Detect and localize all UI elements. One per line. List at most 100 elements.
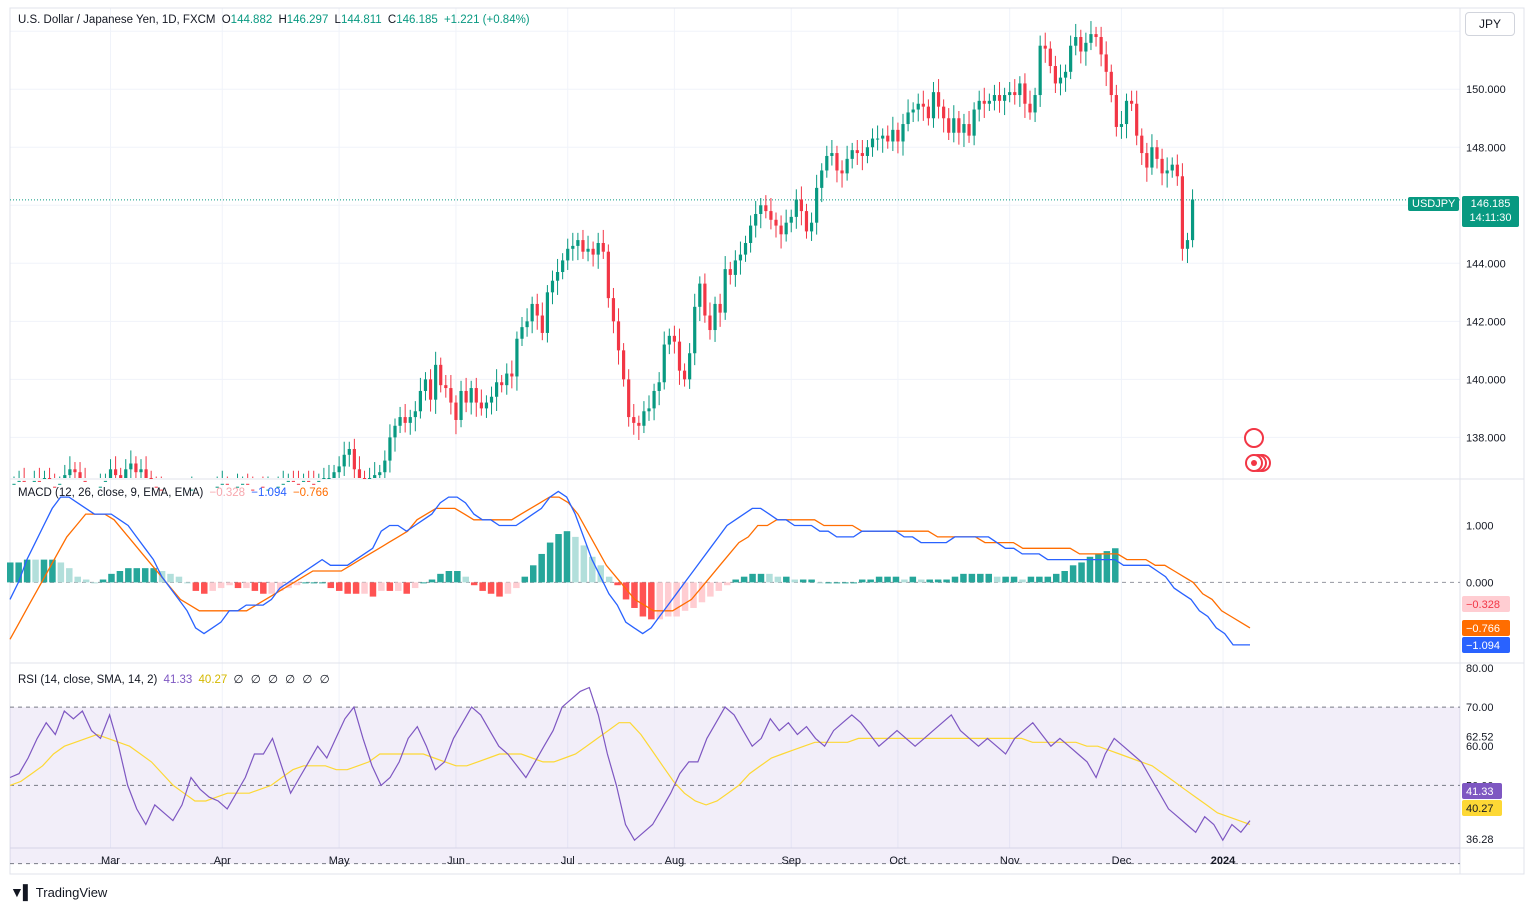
macd-hist-bar [1061, 571, 1068, 583]
candle-body [815, 187, 819, 223]
candle-body [749, 225, 753, 243]
macd-hist-bar [40, 559, 48, 583]
change-value: +1.221 (+0.84%) [443, 14, 530, 26]
candle-body [1008, 92, 1012, 96]
candle-body [1053, 66, 1057, 84]
rsi-line [9, 686, 1251, 842]
candle-body [1028, 103, 1032, 113]
macd-hist-bar [1010, 576, 1018, 583]
macd-hist-bar [125, 568, 132, 583]
macd-hist-bar [91, 582, 98, 584]
candle-body [139, 469, 143, 473]
macd-hist-bar [597, 565, 604, 583]
candle-body [703, 283, 707, 316]
candle-body [83, 480, 87, 482]
footer-brand[interactable]: ▼▌ TradingView [10, 884, 107, 900]
candle-body [881, 135, 885, 139]
candle-body [627, 379, 631, 418]
candle-body [1130, 100, 1134, 104]
candle-body [22, 480, 26, 482]
candle-body [728, 269, 732, 275]
macd-hist-bar [141, 568, 149, 583]
symbol-title: U.S. Dollar / Japanese Yen, 1D, FXCM [18, 14, 216, 26]
candle-body [1114, 95, 1118, 127]
macd-hist-bar [1027, 576, 1035, 583]
candle-body [1145, 153, 1149, 168]
low-value: 144.811 [340, 14, 382, 26]
rsi-tick-label: 36.28 [1466, 834, 1494, 846]
macd-hist-bar [572, 536, 579, 583]
candle-body [845, 158, 849, 174]
candle-body [383, 460, 387, 473]
macd-hist-bar [15, 562, 22, 583]
candle-body [997, 95, 1002, 101]
candle-body [936, 92, 941, 107]
macd-hist-bar [681, 582, 689, 611]
macd-hist-bar [386, 582, 394, 591]
candle-body [307, 480, 311, 482]
candle-body [891, 129, 895, 142]
rsi-value: 41.33 [163, 674, 193, 686]
macd-hist-tag-bg [1462, 596, 1510, 612]
candle-body [677, 341, 682, 371]
candle-body [957, 118, 961, 133]
candle-body [73, 469, 77, 473]
candle-body [657, 382, 661, 391]
macd-hist-bar [1069, 565, 1077, 583]
candle-body [510, 373, 514, 377]
candle-body [241, 483, 245, 485]
macd-hist-bar [648, 582, 655, 620]
macd-hist-bar [614, 582, 621, 586]
candle-body [708, 315, 712, 331]
macd-hist-bar [707, 582, 714, 597]
candle-body [1048, 48, 1052, 67]
candle-body [566, 248, 570, 261]
candle-body [1160, 158, 1164, 174]
rsi-sma-tag-bg [1462, 800, 1502, 816]
macd-hist-bar [960, 573, 967, 583]
candle-body [647, 408, 651, 412]
candle-body [1043, 45, 1047, 49]
candle-body [794, 199, 798, 217]
macd-hist-bar [209, 582, 216, 591]
candle-body [535, 303, 539, 316]
candle-body [388, 437, 392, 461]
candle-body [1074, 37, 1078, 46]
macd-hist-bar [783, 576, 790, 583]
macd-hist-bar [99, 579, 107, 583]
macd-hist-bar [327, 582, 335, 589]
candle-body [952, 118, 956, 133]
macd-hist-bar [7, 562, 14, 583]
rsi-extras: ∅ ∅ ∅ ∅ ∅ ∅ [233, 674, 332, 686]
macd-hist-bar [664, 582, 672, 617]
candle-body [1140, 135, 1144, 154]
candles-group [12, 21, 1195, 491]
macd-hist-bar [639, 582, 647, 617]
macd-hist-bar [82, 579, 90, 583]
rsi-value-tag: 41.33 [1466, 786, 1494, 798]
rsi-sma-line [9, 722, 1251, 826]
currency-button[interactable]: JPY [1465, 12, 1515, 36]
macd-hist-bar [411, 582, 419, 589]
high-value: 146.297 [286, 14, 329, 26]
candle-body [403, 417, 407, 423]
candle-body [423, 379, 428, 391]
macd-hist-bar [766, 573, 773, 583]
tradingview-logo-icon: ▼▌ [10, 884, 33, 900]
macd-hist-bar [1044, 576, 1052, 583]
time-tick-label: 2024 [1211, 855, 1236, 867]
macd-legend: MACD (12, 26, close, 9, EMA, EMA) −0.328… [18, 487, 331, 499]
candle-body [972, 109, 976, 136]
candle-body [1135, 103, 1139, 136]
candle-body [276, 486, 280, 488]
candle-body [576, 240, 580, 246]
candle-body [1033, 95, 1037, 113]
candle-body [144, 469, 148, 478]
candle-body [398, 417, 402, 426]
candle-body [835, 153, 839, 171]
candle-body [337, 466, 341, 473]
macd-hist-bar [251, 582, 259, 591]
macd-hist-bar [335, 582, 343, 591]
macd-hist-bar [816, 582, 824, 584]
